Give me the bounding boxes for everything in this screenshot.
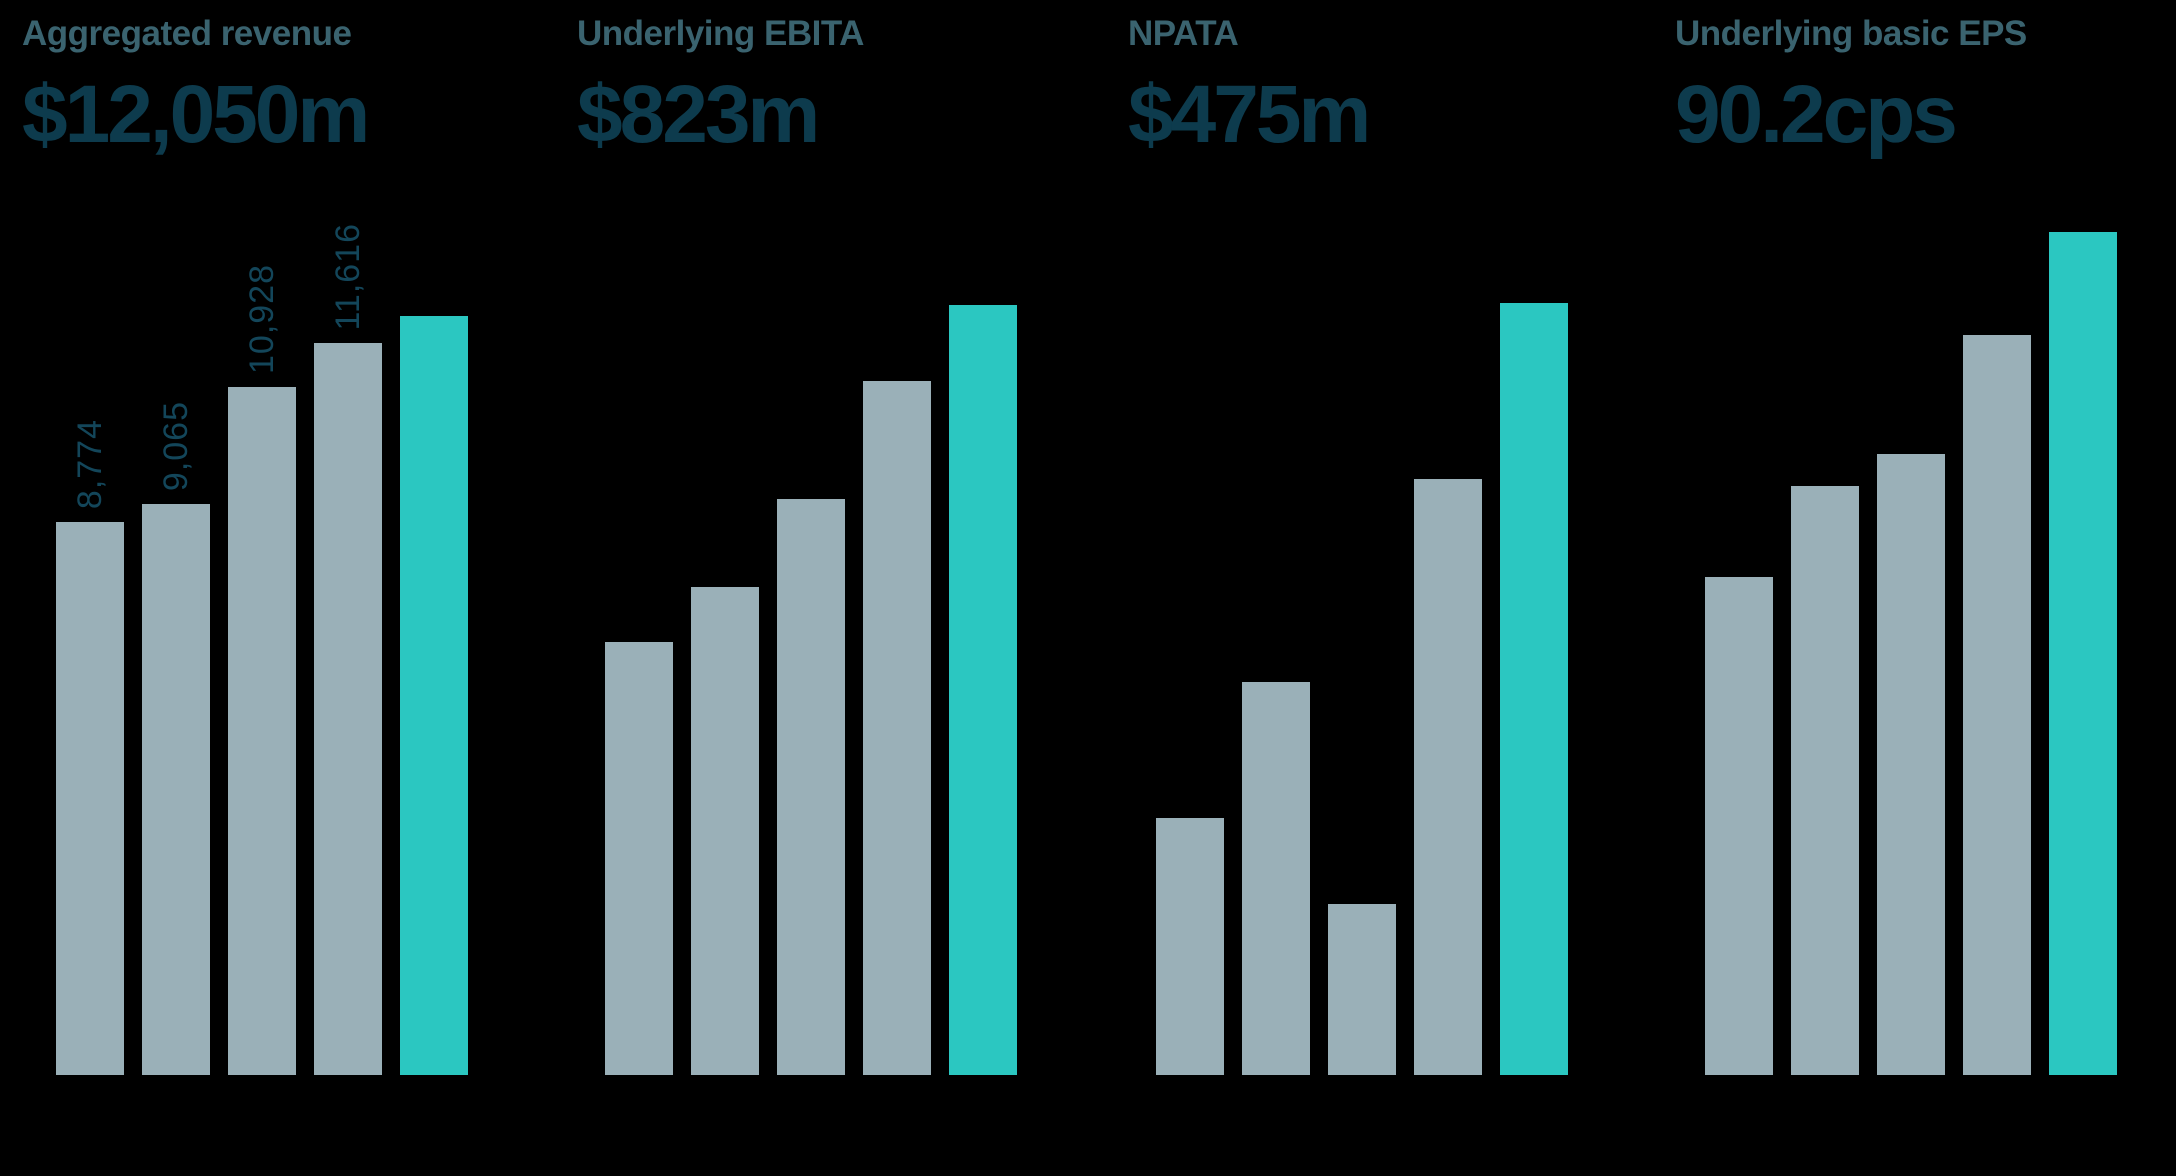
bar-cell: 8,774 <box>56 419 124 1075</box>
bar-cell <box>2049 232 2117 1075</box>
bar <box>314 343 382 1075</box>
bar <box>1156 818 1224 1075</box>
chart-header: Aggregated revenue $12,050m <box>22 12 370 160</box>
chart-title: Underlying basic EPS <box>1675 14 2027 53</box>
bar-cell <box>1791 486 1859 1075</box>
bar-cell: 9,065 <box>142 401 210 1075</box>
bar-cell <box>863 381 931 1075</box>
bar <box>605 642 673 1075</box>
bar-value-label: 8,774 <box>71 418 109 509</box>
bar-cell <box>1242 682 1310 1075</box>
bar-cell <box>777 499 845 1075</box>
bar-group: 8,774 9,065 10,928 11,616 <box>56 223 468 1075</box>
bar <box>1877 454 1945 1075</box>
bar-value-label: 11,616 <box>329 222 367 330</box>
bar <box>1328 904 1396 1075</box>
chart-title: Aggregated revenue <box>22 14 352 53</box>
chart-header: Underlying basic EPS 90.2cps <box>1675 12 2027 160</box>
bar <box>777 499 845 1075</box>
bar <box>56 522 124 1075</box>
bar <box>1791 486 1859 1075</box>
bar-cell <box>1500 303 1568 1075</box>
bar-cell <box>1877 454 1945 1075</box>
chart-panel-underlying-ebita: Underlying EBITA $823m <box>544 0 1088 1176</box>
bar-value-label: 9,065 <box>157 400 195 491</box>
bar-cell <box>1328 904 1396 1075</box>
bar-highlight-current-period <box>2049 232 2117 1075</box>
bar-highlight-current-period <box>1500 303 1568 1075</box>
bar-value-label: 10,928 <box>243 264 281 374</box>
bar-cell: 11,616 <box>314 223 382 1075</box>
chart-headline-value: $475m <box>1128 69 1371 160</box>
bar <box>1963 335 2031 1075</box>
bar-cell <box>1414 479 1482 1075</box>
chart-panel-aggregated-revenue: Aggregated revenue $12,050m 8,774 9,065 10,9… <box>0 0 544 1176</box>
chart-panel-underlying-basic-eps: Underlying basic EPS 90.2cps <box>1632 0 2176 1176</box>
chart-headline-value: $12,050m <box>22 69 370 160</box>
bar-cell <box>400 316 468 1075</box>
bar-cell <box>1963 335 2031 1075</box>
chart-panel-npata: NPATA $475m <box>1088 0 1632 1176</box>
bar <box>228 387 296 1075</box>
bar <box>1705 577 1773 1075</box>
chart-header: Underlying EBITA $823m <box>577 12 864 160</box>
chart-title: NPATA <box>1128 14 1239 53</box>
chart-header: NPATA $475m <box>1128 12 1371 160</box>
bar-cell <box>949 305 1017 1075</box>
chart-headline-value: 90.2cps <box>1675 69 1958 160</box>
bar <box>1414 479 1482 1075</box>
bar-cell <box>691 587 759 1075</box>
bar <box>142 504 210 1075</box>
chart-title: Underlying EBITA <box>577 14 864 53</box>
bar <box>863 381 931 1075</box>
chart-headline-value: $823m <box>577 69 820 160</box>
bar-group <box>1156 303 1568 1075</box>
bar-highlight-current-period <box>400 316 468 1075</box>
bar-highlight-current-period <box>949 305 1017 1075</box>
bar-group <box>605 305 1017 1075</box>
bar-group <box>1705 232 2117 1075</box>
bar-cell <box>1156 818 1224 1075</box>
bar-cell <box>1705 577 1773 1075</box>
bar <box>1242 682 1310 1075</box>
bar <box>691 587 759 1075</box>
bar-cell <box>605 642 673 1075</box>
bar-cell: 10,928 <box>228 264 296 1075</box>
